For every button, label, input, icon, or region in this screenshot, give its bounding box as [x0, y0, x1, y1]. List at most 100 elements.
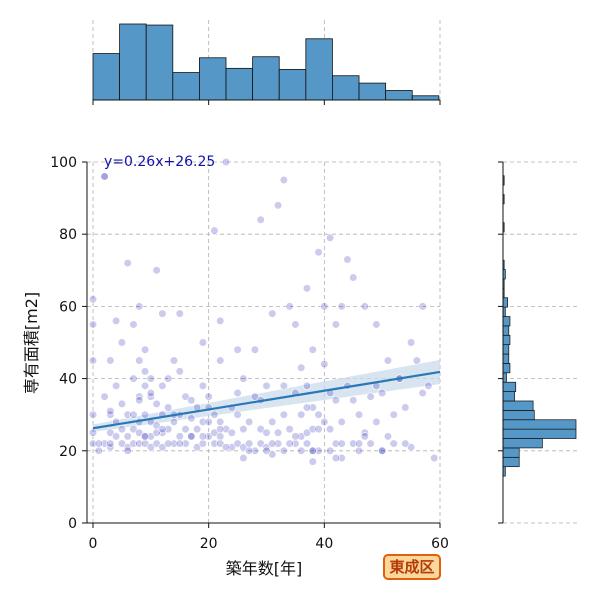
scatter-point	[100, 392, 109, 401]
top-histogram-bar	[252, 56, 280, 101]
x-tick-label: 60	[431, 536, 449, 552]
scatter-point	[106, 356, 115, 365]
scatter-point	[216, 356, 225, 365]
scatter-point	[354, 446, 364, 455]
scatter-point	[337, 439, 346, 448]
top-histogram-bar	[225, 67, 254, 101]
right-histogram-bar	[502, 325, 510, 336]
scatter-point	[221, 425, 231, 434]
scatter-point	[291, 320, 300, 329]
scatter-point	[366, 392, 375, 401]
right-histogram-bar	[502, 438, 543, 449]
scatter-point	[112, 381, 121, 390]
scatter-point	[378, 446, 387, 455]
scatter-point	[94, 439, 103, 448]
y-tick-label: 100	[50, 155, 77, 171]
scatter-point	[204, 417, 213, 427]
scatter-point	[320, 417, 329, 427]
scatter-point	[88, 410, 98, 419]
scatter-point	[216, 417, 225, 427]
scatter-point	[401, 439, 410, 448]
scatter-point	[123, 410, 132, 419]
scatter-point	[135, 428, 144, 437]
scatter-point	[349, 396, 358, 405]
scatter-point	[285, 439, 294, 448]
regression-line	[92, 370, 441, 430]
right-histogram-bar	[502, 400, 534, 411]
scatter-point	[331, 453, 341, 463]
scatter-point	[106, 406, 115, 416]
scatter-point	[106, 439, 115, 448]
scatter-point	[198, 417, 207, 427]
scatter-point	[216, 425, 225, 434]
x-tick-label: 40	[315, 536, 333, 552]
scatter-point	[100, 172, 109, 181]
scatter-point	[158, 309, 167, 318]
scatter-point	[378, 388, 387, 398]
scatter-point	[279, 410, 288, 419]
scatter-point	[250, 446, 260, 455]
top-histogram-bar	[305, 38, 333, 101]
scatter-point	[256, 425, 265, 434]
scatter-point	[123, 432, 132, 441]
scatter-point	[360, 432, 369, 441]
scatter-point	[227, 428, 236, 437]
scatter-point	[216, 316, 225, 325]
scatter-point	[117, 439, 127, 448]
scatter-point	[164, 403, 173, 412]
scatter-point	[140, 345, 150, 354]
scatter-point	[273, 201, 283, 210]
scatter-point	[187, 396, 196, 405]
scatter-point	[140, 432, 150, 441]
main-scatter-panel: 0 20 40 60 0 20 40 60 80 100 y=0.26x+26.25	[50, 154, 449, 552]
scatter-point	[406, 443, 416, 452]
scatter-point	[123, 446, 132, 455]
scatter-point	[331, 439, 341, 448]
scatter-point	[302, 403, 312, 412]
scatter-point	[372, 417, 381, 427]
scatter-point	[297, 446, 306, 455]
scatter-point	[152, 399, 161, 408]
scatter-point	[233, 410, 242, 419]
scatter-point	[140, 410, 150, 419]
scatter-point	[302, 284, 312, 293]
scatter-point	[152, 439, 161, 448]
scatter-point	[227, 443, 236, 452]
scatter-point	[354, 410, 364, 419]
scatter-point	[135, 396, 144, 405]
scatter-point	[233, 388, 242, 398]
scatter-point	[314, 248, 323, 257]
top-histogram-bar	[278, 68, 307, 101]
scatter-point	[88, 428, 98, 437]
scatter-point	[112, 432, 121, 441]
scatter-point	[158, 425, 167, 434]
scatter-point	[169, 439, 179, 448]
scatter-point	[308, 345, 317, 354]
scatter-point	[349, 439, 358, 448]
right-histogram-bar	[502, 419, 577, 430]
top-histogram-bar	[145, 24, 174, 101]
scatter-point	[210, 439, 219, 448]
scatter-point	[389, 439, 398, 448]
scatter-point	[181, 439, 190, 448]
scatter-point	[418, 388, 427, 398]
scatter-point	[262, 446, 271, 455]
scatter-point	[279, 381, 288, 390]
scatter-point	[106, 428, 115, 437]
scatter-point	[140, 439, 150, 448]
scatter-point	[140, 381, 150, 390]
scatter-point	[320, 302, 329, 311]
scatter-point	[326, 425, 335, 434]
scatter-point	[406, 338, 416, 347]
scatter-point	[233, 345, 242, 354]
x-tick-label: 0	[89, 536, 98, 552]
scatter-point	[169, 356, 179, 365]
right-histogram-bar	[502, 344, 510, 355]
top-histogram-bar	[332, 75, 360, 101]
y-axis-title: 専有面積[m2]	[22, 292, 41, 394]
scatter-point	[88, 356, 98, 365]
scatter-point	[140, 367, 150, 376]
scatter-point	[268, 309, 277, 318]
scatter-point	[198, 381, 207, 390]
